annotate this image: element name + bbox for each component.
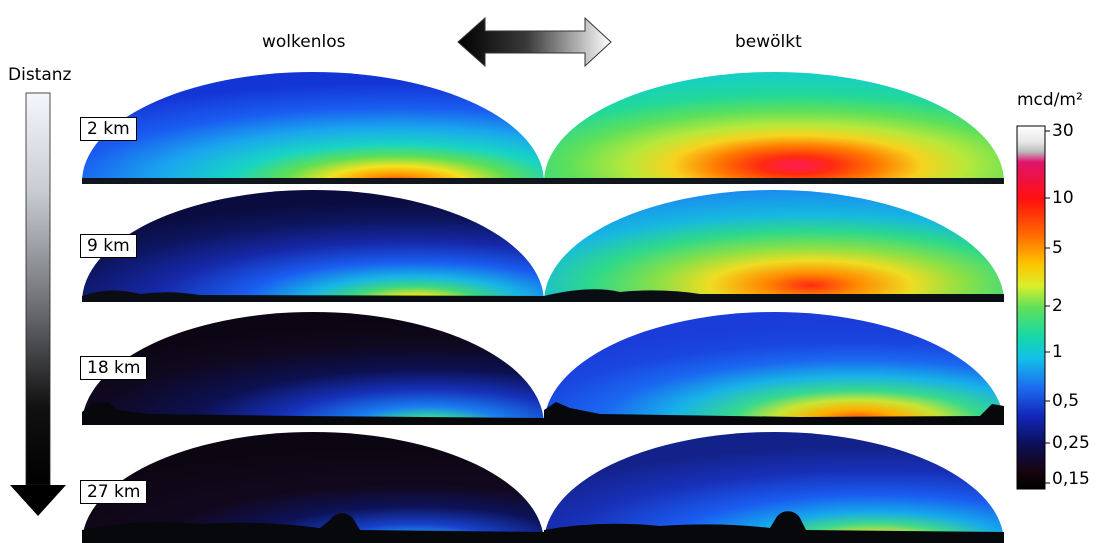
colorbar-tick-label: 30 (1052, 121, 1074, 141)
colorbar-tick-label: 5 (1052, 238, 1063, 258)
comparison-double-arrow (457, 16, 612, 68)
distance-axis-label: Distanz (8, 65, 72, 85)
colorbar-tick-label: 0,15 (1052, 469, 1090, 489)
sky-dome-cloudy-18km (544, 312, 1004, 425)
colorbar-tick-label: 1 (1052, 342, 1063, 362)
sky-dome-clear-27km (82, 432, 544, 543)
column-title-clear: wolkenlos (262, 32, 346, 52)
sky-dome-clear-9km (82, 190, 544, 302)
sky-dome-cloudy-2km (544, 72, 1004, 182)
colorbar-tick-label: 0,5 (1052, 391, 1080, 411)
colorbar-tick-label: 2 (1052, 296, 1063, 316)
sky-dome-cloudy-9km (544, 190, 1004, 302)
colorbar (1016, 125, 1050, 490)
row-label-18km: 18 km (80, 356, 148, 380)
row-label-27km: 27 km (80, 480, 148, 504)
colorbar-unit: mcd/m² (1017, 90, 1083, 110)
sky-images (82, 72, 1004, 543)
sky-dome-clear-2km (82, 72, 544, 182)
colorbar-tick-label: 10 (1052, 188, 1074, 208)
distance-arrow (10, 92, 66, 516)
colorbar-tick-label: 0,25 (1052, 433, 1090, 453)
sky-dome-clear-18km (82, 312, 544, 425)
sky-dome-cloudy-27km (544, 432, 1004, 543)
row-label-2km: 2 km (80, 117, 137, 141)
column-title-cloudy: bewölkt (735, 32, 802, 52)
row-label-9km: 9 km (80, 234, 137, 258)
